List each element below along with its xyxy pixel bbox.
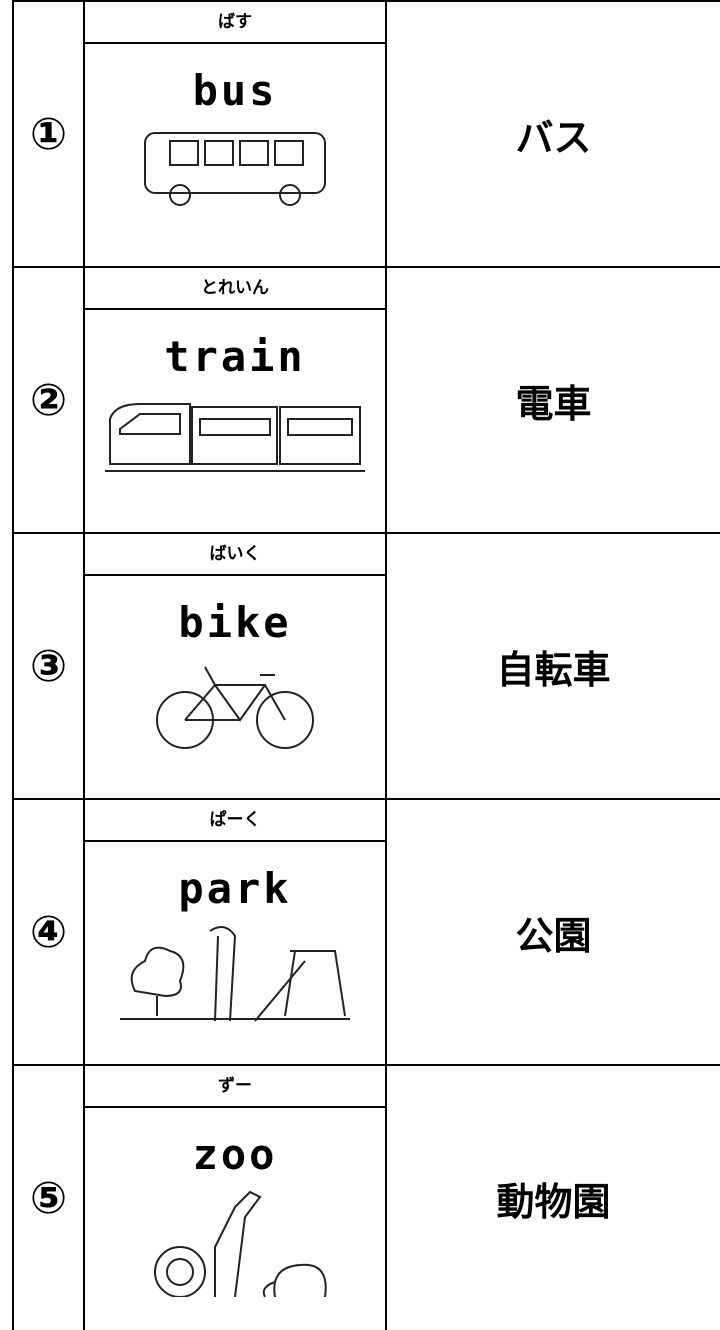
english-word: zoo	[192, 1130, 278, 1179]
zoo-illustration	[154, 1190, 327, 1297]
row: ③ ばいく bike 自転車	[12, 532, 720, 798]
train-illustration	[105, 403, 365, 472]
row-number: ③	[12, 534, 85, 798]
english-word: bus	[192, 66, 278, 115]
bus-illustration	[144, 132, 326, 206]
word-cell: ばいく bike	[85, 534, 387, 798]
bike-illustration	[156, 666, 314, 749]
row-number: ⑤	[12, 1066, 85, 1330]
japanese-word: バス	[515, 115, 592, 160]
english-word: train	[164, 332, 306, 381]
japanese-word: 公園	[515, 913, 592, 958]
row: ② とれいん train 電車	[12, 266, 720, 532]
english-word: park	[178, 864, 292, 913]
word-cell: とれいん train	[85, 268, 387, 532]
japanese-word: 自転車	[496, 647, 611, 692]
row-number: ①	[12, 2, 85, 266]
row-number: ②	[12, 268, 85, 532]
row-number: ④	[12, 800, 85, 1064]
row: ⑤ ずー zoo 動物園	[12, 1064, 720, 1330]
word-cell: ずー zoo	[85, 1066, 387, 1330]
word-cell: ぱーく park	[85, 800, 387, 1064]
park-illustration	[120, 926, 350, 1022]
furigana: ばす	[85, 2, 385, 44]
furigana: ばいく	[85, 534, 385, 576]
furigana: ずー	[85, 1066, 385, 1108]
word-cell: ばす bus	[85, 2, 387, 266]
japanese-word: 動物園	[496, 1179, 611, 1224]
furigana: ぱーく	[85, 800, 385, 842]
english-word: bike	[178, 598, 292, 647]
row: ④ ぱーく park 公園	[12, 798, 720, 1064]
furigana: とれいん	[85, 268, 385, 310]
row: ① ばす bus バス	[12, 0, 720, 266]
japanese-word: 電車	[515, 381, 592, 426]
